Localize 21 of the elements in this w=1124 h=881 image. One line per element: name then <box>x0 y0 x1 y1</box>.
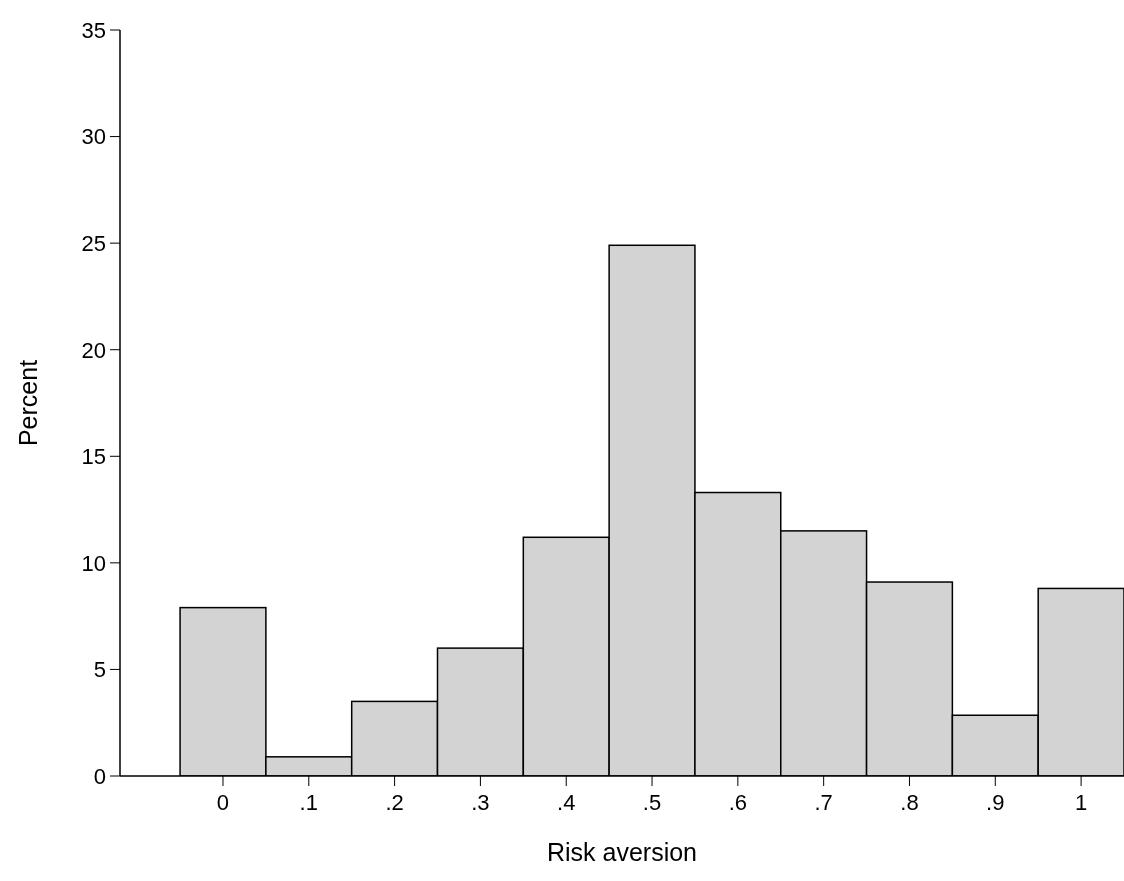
x-tick-label: .7 <box>814 789 833 815</box>
x-tick-label: .9 <box>986 789 1005 815</box>
x-tick-label: .5 <box>642 789 662 815</box>
y-tick-label: 20 <box>81 337 106 363</box>
y-tick-label: 5 <box>93 657 106 683</box>
x-tick-label: .3 <box>471 789 490 815</box>
y-tick-label: 0 <box>93 763 106 789</box>
y-axis-title: Percent <box>13 359 42 447</box>
x-tick-label: .4 <box>557 789 576 815</box>
x-tick-label: .1 <box>299 789 318 815</box>
x-tick-label: 1 <box>1074 789 1088 815</box>
x-axis-title: Risk aversion <box>546 838 698 866</box>
x-tick-label: .2 <box>385 789 404 815</box>
y-tick-label: 25 <box>81 230 106 256</box>
y-tick-label: 30 <box>81 124 106 150</box>
x-tick-label: .6 <box>728 789 748 815</box>
x-tick-label: 0 <box>216 789 230 815</box>
y-tick-label: 15 <box>81 444 106 470</box>
x-tick-label: .8 <box>900 789 919 815</box>
y-tick-label: 35 <box>81 17 106 43</box>
y-tick-label: 10 <box>81 550 106 576</box>
